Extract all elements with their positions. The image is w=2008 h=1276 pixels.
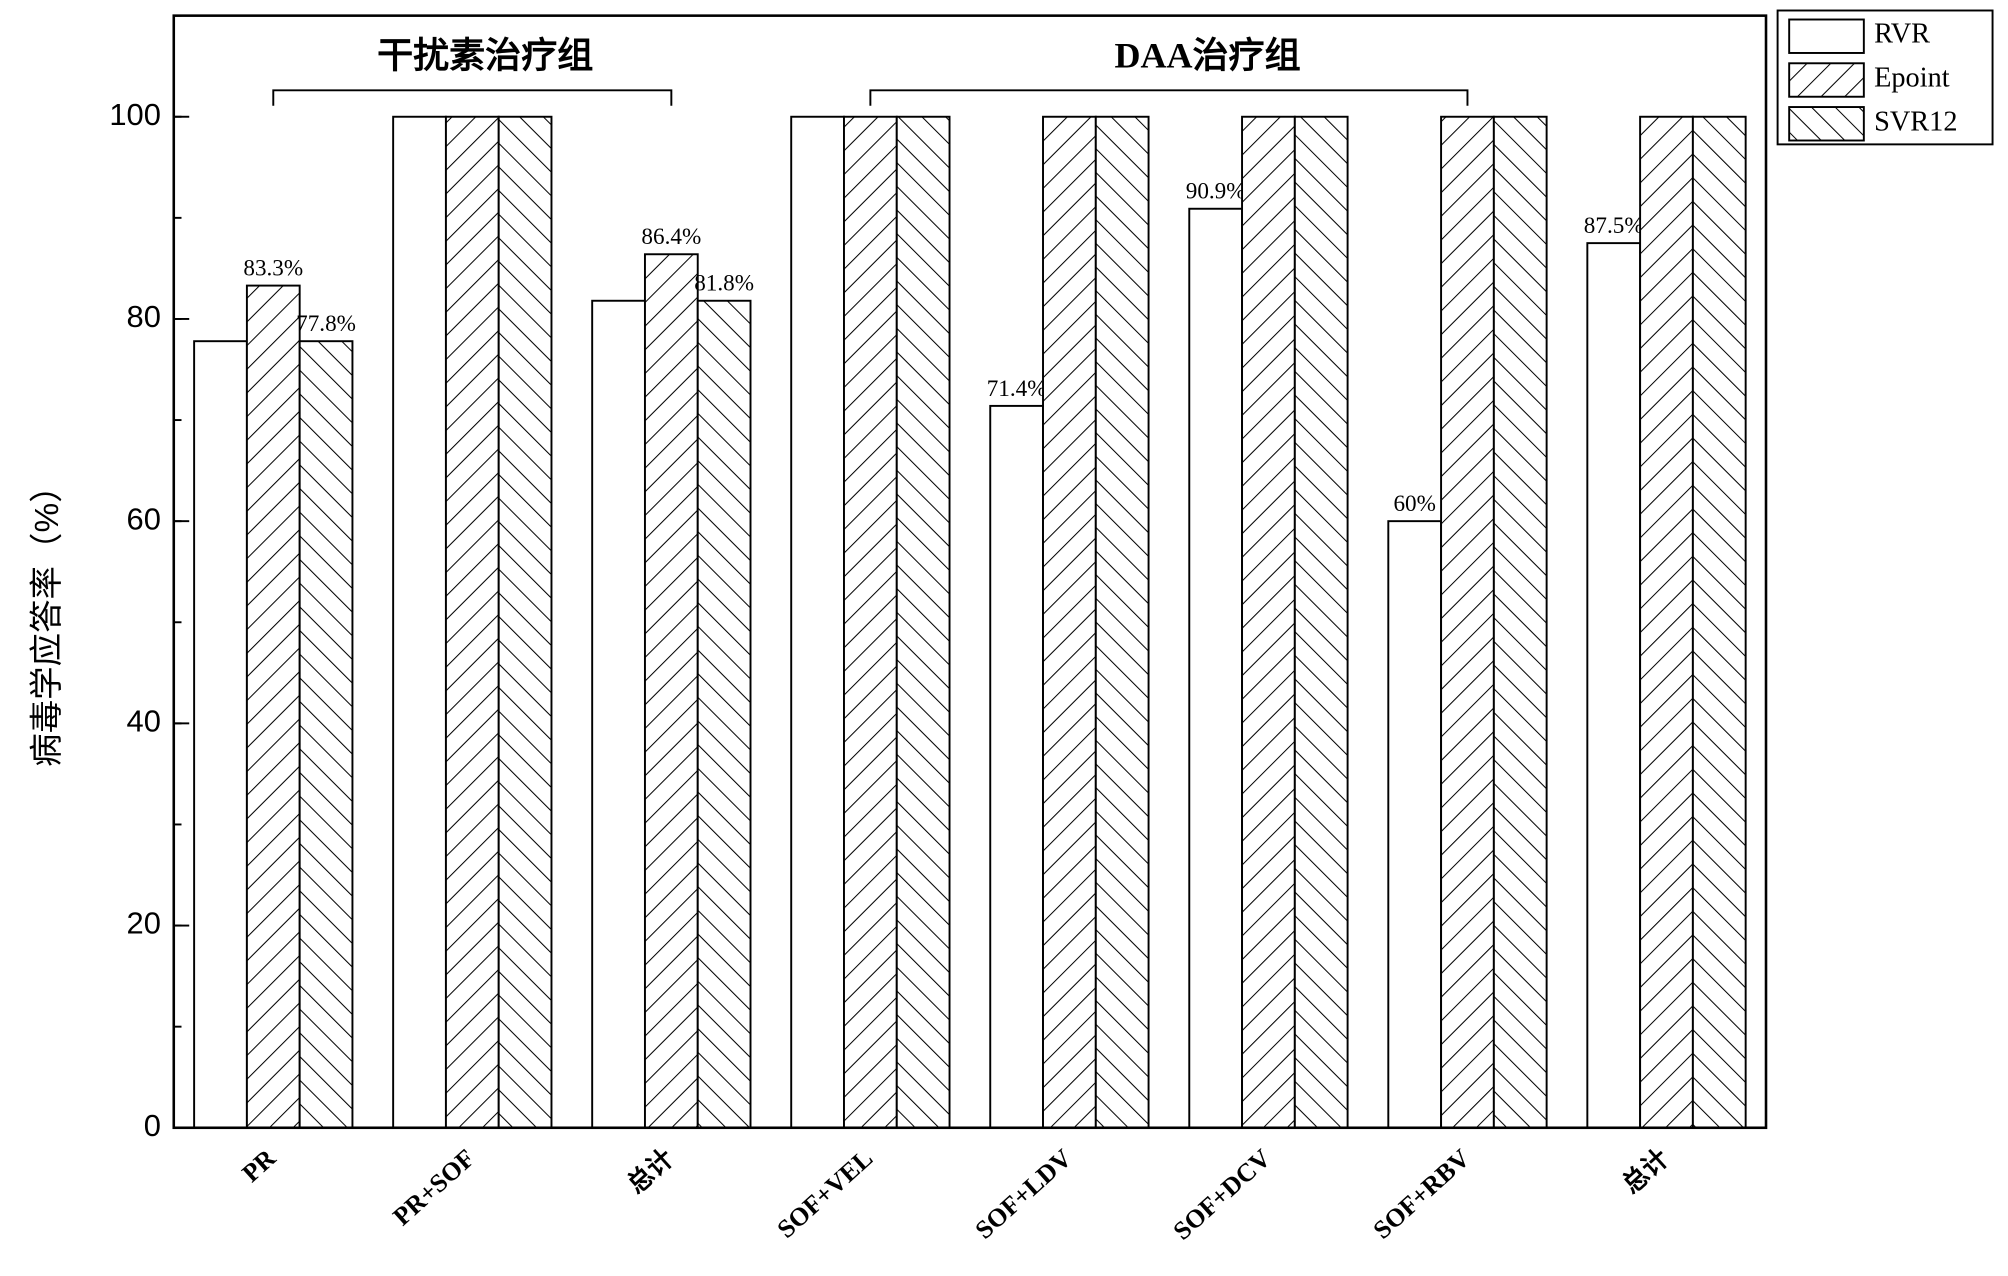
bar xyxy=(1241,115,1296,1129)
value-label: 71.4% xyxy=(987,376,1047,402)
bar xyxy=(790,115,845,1129)
value-label: 87.5% xyxy=(1584,213,1644,239)
group-label: 干扰素治疗组 xyxy=(377,36,593,76)
bar xyxy=(444,115,500,1129)
x-tick-label: PR+SOF xyxy=(387,1143,480,1231)
y-tick-label: 60 xyxy=(127,501,161,536)
bar xyxy=(643,253,699,1129)
bar xyxy=(696,299,752,1129)
legend-label: SVR12 xyxy=(1874,106,1957,137)
plot-frame xyxy=(172,14,1768,1130)
value-label: 86.4% xyxy=(641,224,701,250)
x-tick-label: SOF+LDV xyxy=(969,1143,1077,1244)
y-tick-label: 100 xyxy=(109,97,161,132)
bar xyxy=(1440,115,1495,1129)
bar xyxy=(1691,115,1747,1129)
y-tick-label: 80 xyxy=(127,299,161,334)
bar xyxy=(298,340,354,1129)
value-label: 81.8% xyxy=(694,271,754,297)
y-tick-label: 0 xyxy=(144,1108,161,1143)
x-tick-label: SOF+VEL xyxy=(772,1143,879,1243)
bar xyxy=(193,340,248,1129)
x-tick-label: PR xyxy=(236,1143,281,1188)
legend-swatch xyxy=(1788,18,1865,54)
y-tick-label: 20 xyxy=(127,906,161,941)
y-axis-label: 病毒学应答率（%） xyxy=(29,469,66,766)
bar xyxy=(843,115,898,1129)
x-tick-label: SOF+DCV xyxy=(1167,1143,1276,1245)
value-label: 90.9% xyxy=(1186,179,1246,205)
x-tick-label: 总计 xyxy=(622,1143,680,1199)
bar xyxy=(895,115,951,1129)
bar xyxy=(1639,115,1694,1129)
group-bracket xyxy=(272,89,673,106)
bar xyxy=(245,284,301,1129)
legend-swatch xyxy=(1788,106,1865,142)
legend-label: Epoint xyxy=(1874,63,1950,94)
value-label: 77.8% xyxy=(296,311,356,337)
x-tick-label: SOF+RBV xyxy=(1368,1143,1476,1244)
group-label: DAA治疗组 xyxy=(1114,36,1300,76)
bar xyxy=(1188,207,1244,1129)
bar xyxy=(989,404,1044,1129)
value-label: 60% xyxy=(1393,491,1435,517)
bar xyxy=(591,299,646,1129)
legend-swatch xyxy=(1788,62,1865,98)
x-tick-label: 总计 xyxy=(1617,1143,1675,1199)
bar xyxy=(1492,115,1548,1129)
bar xyxy=(1586,242,1642,1129)
bar xyxy=(392,115,447,1129)
y-tick-label: 40 xyxy=(127,704,161,739)
legend-label: RVR xyxy=(1874,19,1930,50)
group-bracket xyxy=(869,89,1469,106)
bar xyxy=(1094,115,1150,1129)
bar xyxy=(1387,520,1443,1129)
bar xyxy=(1293,115,1349,1129)
bar xyxy=(1042,115,1097,1129)
value-label: 83.3% xyxy=(243,255,303,281)
bar xyxy=(497,115,553,1129)
